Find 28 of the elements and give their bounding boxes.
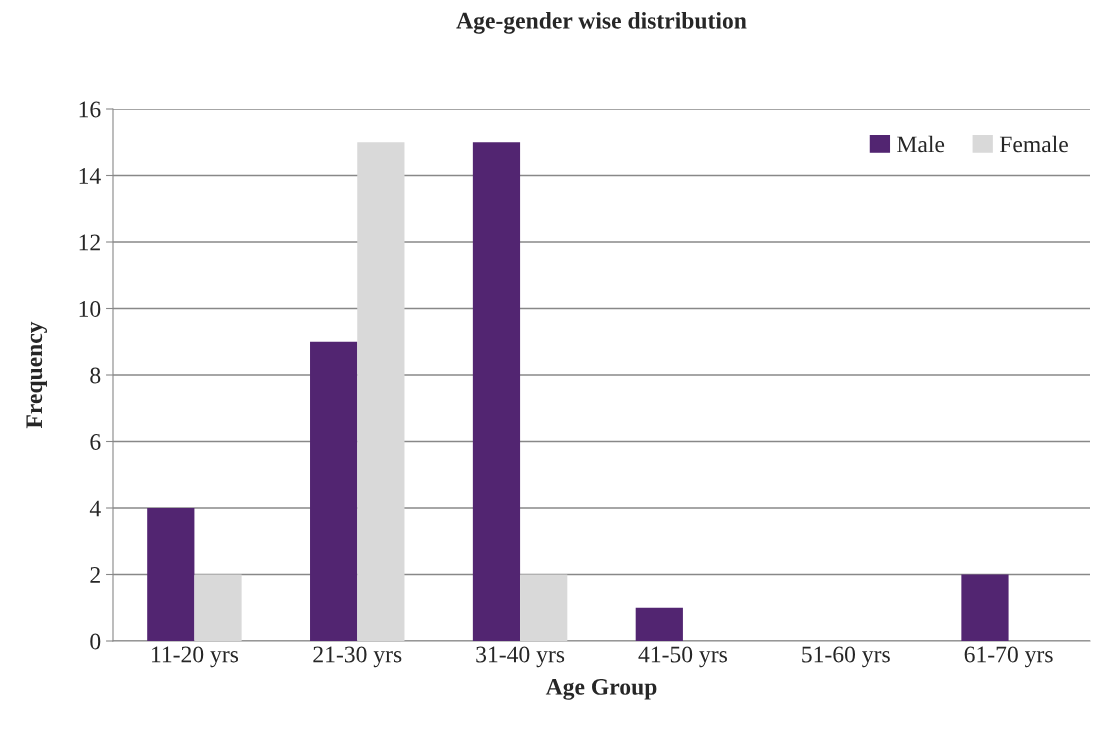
x-axis-title: Age Group bbox=[545, 678, 657, 700]
bar bbox=[147, 508, 195, 641]
y-tick-label: 0 bbox=[90, 633, 101, 650]
x-tick-label: 11-20 yrs bbox=[152, 646, 239, 668]
bar bbox=[961, 574, 1009, 641]
bar bbox=[194, 574, 242, 641]
y-tick-label: 16 bbox=[79, 101, 101, 118]
y-axis-title: Frequency bbox=[26, 321, 48, 429]
y-tick-label: 14 bbox=[79, 168, 101, 184]
y-tick-label: 12 bbox=[79, 234, 100, 251]
x-tick-label: 51-60 yrs bbox=[802, 646, 890, 668]
legend-label: Female bbox=[999, 135, 1068, 153]
y-tick-label: 10 bbox=[79, 300, 101, 317]
bar bbox=[310, 341, 358, 641]
x-tick-label: 61-70 yrs bbox=[964, 646, 1053, 668]
bar bbox=[520, 574, 568, 641]
legend-label: Male bbox=[897, 135, 945, 153]
chart-title: Age-gender wise distribution bbox=[456, 12, 747, 34]
y-tick-label: 2 bbox=[90, 567, 100, 583]
bar bbox=[472, 142, 521, 641]
bar bbox=[357, 142, 405, 641]
x-tick-label: 31-40 yrs bbox=[476, 646, 565, 668]
y-tick-label: 8 bbox=[90, 367, 101, 384]
bar bbox=[635, 607, 683, 641]
y-tick-label: 6 bbox=[90, 434, 101, 450]
y-tick-label: 4 bbox=[89, 500, 101, 517]
x-tick-label: 41-50 yrs bbox=[638, 646, 727, 668]
x-tick-label: 21-30 yrs bbox=[313, 646, 402, 668]
